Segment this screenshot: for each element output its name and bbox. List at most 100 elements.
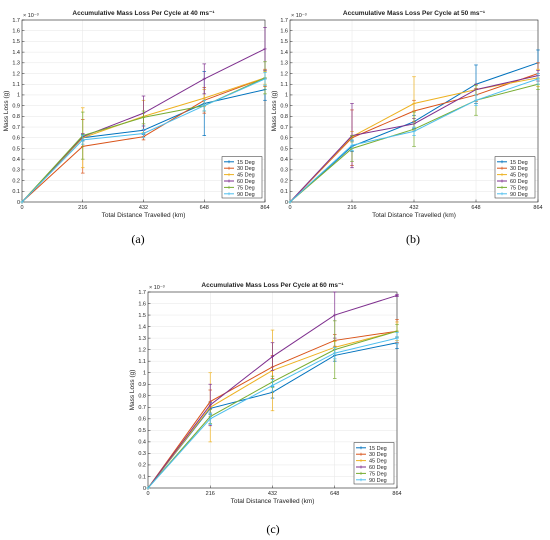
x-tick-label: 0 (20, 205, 23, 211)
y-tick-label: 1.3 (138, 336, 146, 342)
y-tick-label: 0.5 (138, 428, 146, 434)
y-tick-label: 0.8 (280, 114, 288, 120)
chart-title: Accumulative Mass Loss Per Cycle at 40 m… (72, 10, 214, 17)
legend-label: 75 Deg (510, 185, 528, 191)
y-exponent-label: × 10⁻³ (23, 13, 39, 19)
y-tick-label: 1 (143, 371, 146, 377)
legend-label: 45 Deg (237, 173, 255, 179)
chart-title: Accumulative Mass Loss Per Cycle at 50 m… (343, 10, 485, 17)
y-tick-label: 1.5 (138, 313, 146, 319)
y-axis-label: Mass Loss (g) (129, 370, 136, 411)
legend-box (353, 442, 395, 485)
series-90-deg (20, 72, 267, 204)
y-axis-label: Mass Loss (g) (271, 91, 278, 132)
y-tick-label: 0.4 (12, 157, 20, 163)
y-tick-label: 1.2 (280, 71, 288, 77)
series-90-deg (288, 73, 540, 204)
y-tick-label: 1.6 (280, 29, 288, 35)
y-tick-label: 0.9 (138, 382, 146, 388)
y-tick-label: 0.6 (280, 136, 288, 142)
y-exponent-label: × 10⁻³ (291, 13, 307, 19)
y-tick-label: 1.1 (280, 82, 288, 88)
x-tick-label: 864 (392, 491, 401, 497)
x-tick-label: 864 (260, 205, 269, 211)
chart-panel-b: 0 0.1 0.2 0.3 0.4 0.5 0.6 0.7 0.8 0.9 1 1.1 1.2 1.3 1.… (271, 10, 543, 219)
legend-label: 90 Deg (369, 478, 387, 484)
y-tick-label: 0.5 (280, 146, 288, 152)
y-tick-label: 0 (143, 486, 146, 492)
y-tick-label: 0.7 (138, 405, 146, 411)
x-axis-label: Total Distance Travelled (km) (231, 498, 315, 505)
y-tick-label: 1.7 (12, 18, 20, 24)
y-axis-label: Mass Loss (g) (3, 91, 10, 132)
y-tick-label: 0.1 (12, 189, 20, 195)
panel-label-c: (c) (266, 522, 279, 536)
y-tick-label: 0.4 (138, 440, 146, 446)
chart-panel-c: 0 0.1 0.2 0.3 0.4 0.5 0.6 0.7 0.8 0.9 1 1.1 1.2 1.3 1.… (129, 282, 402, 505)
y-tick-label: 0.6 (138, 417, 146, 423)
y-tick-label: 1 (17, 93, 20, 99)
y-tick-label: 0.2 (12, 178, 20, 184)
x-tick-label: 432 (268, 491, 277, 497)
x-tick-label: 432 (139, 205, 148, 211)
legend-label: 60 Deg (510, 179, 528, 185)
y-tick-label: 1.4 (12, 50, 20, 56)
y-tick-label: 0.2 (138, 463, 146, 469)
legend-label: 60 Deg (369, 465, 387, 471)
x-tick-label: 432 (409, 205, 418, 211)
legend-label: 90 Deg (510, 192, 528, 198)
x-axis-label: Total Distance Travelled (km) (102, 212, 186, 219)
y-exponent-label: × 10⁻³ (149, 285, 165, 291)
legend-box (494, 156, 536, 199)
legend-box (221, 156, 263, 199)
x-tick-label: 648 (471, 205, 480, 211)
series-90-deg (146, 332, 399, 490)
y-tick-label: 0.1 (280, 189, 288, 195)
y-tick-label: 0.8 (138, 394, 146, 400)
panel-label-b: (b) (406, 232, 420, 246)
x-tick-label: 216 (78, 205, 87, 211)
y-tick-label: 0 (17, 200, 20, 206)
legend-label: 30 Deg (369, 452, 387, 458)
y-tick-label: 0.9 (280, 103, 288, 109)
legend-label: 15 Deg (237, 160, 255, 166)
y-tick-label: 1 (285, 93, 288, 99)
y-tick-label: 0.7 (12, 125, 20, 131)
y-tick-label: 0.8 (12, 114, 20, 120)
legend-label: 75 Deg (237, 185, 255, 191)
y-tick-label: 1.6 (12, 29, 20, 35)
x-tick-label: 216 (206, 491, 215, 497)
y-tick-label: 1.1 (12, 82, 20, 88)
y-tick-label: 0.6 (12, 136, 20, 142)
legend-label: 30 Deg (510, 166, 528, 172)
legend-label: 60 Deg (237, 179, 255, 185)
y-tick-label: 1.7 (280, 18, 288, 24)
y-tick-label: 1.5 (12, 39, 20, 45)
y-tick-label: 1.4 (280, 50, 288, 56)
y-tick-label: 0.1 (138, 474, 146, 480)
y-tick-label: 1.7 (138, 290, 146, 296)
y-tick-label: 0.4 (280, 157, 288, 163)
x-tick-label: 864 (533, 205, 542, 211)
y-tick-label: 1.6 (138, 301, 146, 307)
y-tick-label: 0.2 (280, 178, 288, 184)
legend-label: 15 Deg (369, 446, 387, 452)
x-axis-label: Total Distance Travelled (km) (372, 212, 456, 219)
legend-label: 90 Deg (237, 192, 255, 198)
y-tick-label: 0.5 (12, 146, 20, 152)
x-tick-label: 0 (288, 205, 291, 211)
y-tick-label: 0 (285, 200, 288, 206)
y-tick-label: 1.1 (138, 359, 146, 365)
legend-label: 45 Deg (510, 173, 528, 179)
legend-label: 75 Deg (369, 471, 387, 477)
x-tick-label: 216 (347, 205, 356, 211)
chart-title: Accumulative Mass Loss Per Cycle at 60 m… (201, 282, 343, 289)
legend-label: 45 Deg (369, 459, 387, 465)
y-tick-label: 0.3 (12, 168, 20, 174)
y-tick-label: 1.2 (138, 347, 146, 353)
y-tick-label: 1.4 (138, 324, 146, 330)
y-tick-label: 0.7 (280, 125, 288, 131)
